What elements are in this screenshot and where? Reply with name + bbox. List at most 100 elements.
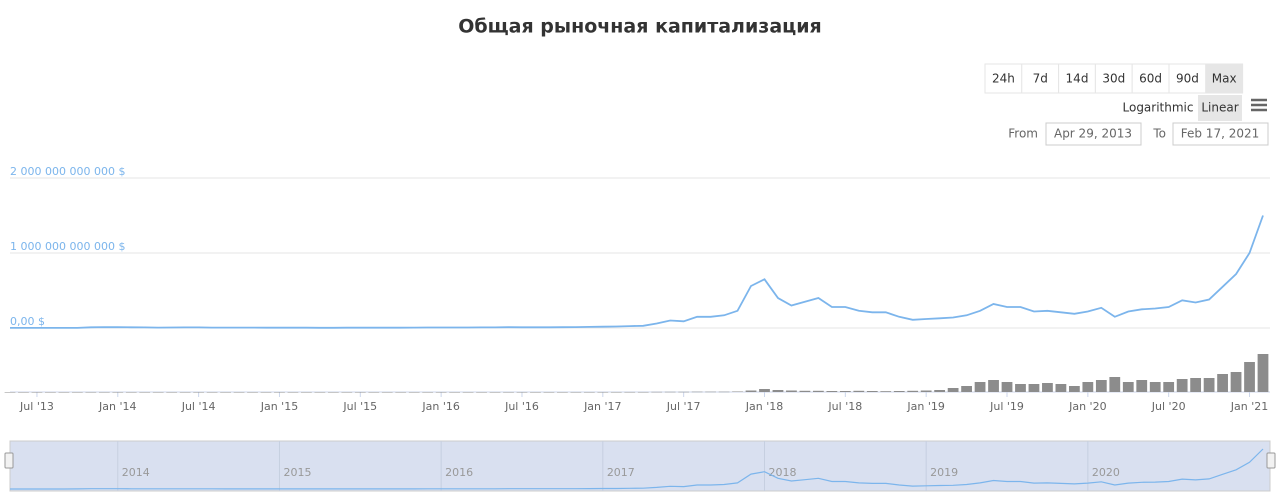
volume-bar <box>193 391 205 393</box>
volume-bar <box>1149 382 1161 392</box>
volume-bar <box>139 391 151 393</box>
volume-bar <box>354 391 366 393</box>
x-tick-label: Jan '18 <box>745 400 783 413</box>
volume-bar <box>947 388 959 392</box>
range-button[interactable] <box>1205 63 1244 94</box>
volume-bar <box>341 391 353 393</box>
range-button-label[interactable]: 24h <box>992 72 1015 86</box>
volume-bar <box>597 391 609 393</box>
range-button[interactable] <box>984 63 1023 94</box>
volume-bar <box>637 391 649 393</box>
navigator-year-label: 2018 <box>768 466 796 479</box>
volume-bar <box>1068 386 1080 392</box>
volume-bar <box>961 386 972 392</box>
volume-bar <box>974 382 986 392</box>
volume-bar <box>274 391 285 393</box>
to-input[interactable] <box>1172 122 1269 146</box>
range-button-label[interactable]: 30d <box>1102 72 1125 86</box>
scale-button[interactable] <box>1198 95 1242 121</box>
volume-bar <box>826 391 838 392</box>
volume-bar <box>934 390 946 392</box>
volume-bar <box>893 391 905 392</box>
x-tick-label: Jan '16 <box>421 400 459 413</box>
volume-bar <box>907 390 919 392</box>
range-button-label[interactable]: 14d <box>1066 72 1089 86</box>
volume-bar <box>287 391 299 393</box>
volume-bar <box>557 391 568 393</box>
volume-bar <box>125 391 137 393</box>
range-button-label[interactable]: 90d <box>1176 72 1199 86</box>
volume-bar <box>1190 378 1202 392</box>
range-button-label[interactable]: Max <box>1212 72 1237 86</box>
scale-button-label[interactable]: Logarithmic <box>1123 101 1194 115</box>
navigator-year-label: 2014 <box>122 466 150 479</box>
volume-bar <box>732 391 743 392</box>
volume-bar <box>381 391 393 393</box>
volume-bar <box>1055 384 1067 392</box>
volume-bar <box>301 391 312 393</box>
volume-bar <box>31 391 43 393</box>
market-cap-line <box>10 215 1264 329</box>
volume-bar <box>866 391 878 392</box>
volume-bar <box>1230 372 1242 392</box>
volume-bar <box>489 391 501 393</box>
volume-bar <box>1122 382 1134 392</box>
navigator-handle[interactable] <box>4 452 14 469</box>
to-label: To <box>1152 127 1166 141</box>
volume-bar <box>220 391 231 393</box>
volume-bar <box>1015 384 1026 392</box>
navigator-year-label: 2015 <box>283 466 311 479</box>
x-tick-label: Jul '15 <box>342 400 377 413</box>
from-label: From <box>1008 127 1038 141</box>
x-tick-label: Jan '20 <box>1068 400 1106 413</box>
y-tick-label: 2 000 000 000 000 $ <box>10 165 125 178</box>
volume-bar <box>786 390 797 392</box>
volume-bar <box>233 391 245 393</box>
volume-bar <box>4 391 16 393</box>
volume-bar <box>1109 377 1121 392</box>
x-tick-label: Jan '21 <box>1230 400 1268 413</box>
x-tick-label: Jan '19 <box>906 400 944 413</box>
volume-bar <box>678 391 690 393</box>
navigator-handle[interactable] <box>1266 452 1276 469</box>
volume-bar <box>1203 378 1215 392</box>
range-button[interactable] <box>1131 63 1170 94</box>
volume-bar <box>166 391 178 393</box>
range-button[interactable] <box>1168 63 1207 94</box>
from-input[interactable] <box>1045 122 1142 146</box>
volume-bar <box>1095 380 1107 392</box>
volume-bar <box>920 390 932 392</box>
navigator-year-label: 2016 <box>445 466 473 479</box>
chart-title: Общая рыночная капитализация <box>458 16 822 38</box>
volume-bar <box>718 391 730 393</box>
to-value[interactable]: Feb 17, 2021 <box>1181 127 1260 141</box>
volume-bar <box>462 391 474 393</box>
volume-bar <box>583 391 595 393</box>
range-button-label[interactable]: 60d <box>1139 72 1162 86</box>
range-button-label[interactable]: 7d <box>1033 72 1048 86</box>
range-button[interactable] <box>1094 63 1133 94</box>
volume-bar <box>1163 382 1175 392</box>
volume-bar <box>1042 383 1053 392</box>
scale-button[interactable] <box>1120 95 1196 121</box>
volume-bar <box>422 391 434 393</box>
volume-bar <box>745 390 757 392</box>
volume-bar <box>691 391 703 393</box>
volume-bar <box>112 391 124 393</box>
x-tick-label: Jul '13 <box>19 400 54 413</box>
volume-bar <box>880 391 892 392</box>
volume-bar <box>260 391 272 393</box>
scale-button-label[interactable]: Linear <box>1201 101 1238 115</box>
x-tick-label: Jul '17 <box>666 400 701 413</box>
volume-bar <box>18 391 29 393</box>
volume-bar <box>435 391 447 393</box>
range-button[interactable] <box>1058 63 1096 94</box>
x-tick-label: Jan '15 <box>260 400 298 413</box>
volume-bar <box>327 391 339 393</box>
volume-bar <box>1082 382 1094 392</box>
volume-bar <box>503 391 514 393</box>
from-value[interactable]: Apr 29, 2013 <box>1054 127 1132 141</box>
volume-bar <box>71 391 83 393</box>
export-menu[interactable] <box>1248 96 1270 116</box>
y-tick-label: 1 000 000 000 000 $ <box>10 240 125 253</box>
